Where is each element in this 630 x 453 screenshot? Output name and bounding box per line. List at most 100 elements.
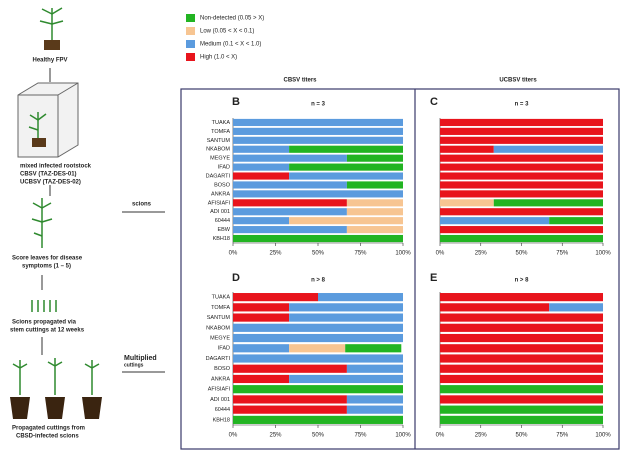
bar-segment bbox=[233, 145, 290, 153]
bar-segment bbox=[346, 395, 403, 404]
bar-segment bbox=[233, 395, 347, 404]
y-tick-label: TOMFA bbox=[211, 129, 230, 135]
bar-segment bbox=[346, 208, 403, 216]
x-tick-label: 25% bbox=[475, 433, 488, 439]
bar-segment bbox=[346, 154, 403, 162]
x-tick-label: 50% bbox=[312, 251, 325, 257]
x-tick-label: 0% bbox=[229, 433, 238, 439]
x-tick-label: 100% bbox=[395, 251, 411, 257]
legend-label: High (1.0 < X) bbox=[200, 55, 237, 61]
x-tick-label: 25% bbox=[475, 251, 488, 257]
x-tick-label: 0% bbox=[229, 251, 238, 257]
y-tick-label: IFAD bbox=[218, 165, 230, 171]
bar-segment bbox=[440, 364, 603, 373]
legend-label: Medium (0.1 < X < 1.0) bbox=[200, 42, 261, 48]
bar-segment bbox=[440, 127, 603, 135]
y-tick-label: TUAKA bbox=[212, 295, 231, 301]
diagram-label: scions bbox=[132, 202, 152, 208]
bar-segment bbox=[233, 163, 290, 171]
y-tick-label: SANTUM bbox=[207, 138, 231, 144]
panel-frame bbox=[180, 88, 620, 450]
bar-segment bbox=[549, 217, 603, 225]
column-header: UCBSV titers bbox=[499, 78, 537, 84]
y-tick-label: IFAD bbox=[218, 346, 230, 352]
y-tick-label: AFISIAFI bbox=[208, 200, 231, 206]
bar-segment bbox=[440, 136, 603, 144]
x-tick-label: 25% bbox=[269, 251, 282, 257]
x-tick-label: 100% bbox=[595, 251, 611, 257]
legend-label: Low (0.05 < X < 0.1) bbox=[200, 29, 254, 35]
bar-segment bbox=[440, 415, 603, 424]
y-tick-label: NKABOM bbox=[206, 147, 230, 153]
bar-segment bbox=[440, 354, 603, 363]
bar-segment bbox=[346, 364, 403, 373]
y-tick-label: TOMFA bbox=[211, 305, 230, 311]
y-tick-label: KBH18 bbox=[213, 236, 230, 242]
bar-segment bbox=[233, 208, 347, 216]
bar-segment bbox=[233, 313, 290, 322]
bar-segment bbox=[440, 234, 603, 243]
x-tick-label: 50% bbox=[515, 433, 528, 439]
bar-segment bbox=[440, 395, 603, 404]
bar-segment bbox=[440, 226, 603, 234]
bar-segment bbox=[233, 199, 347, 207]
y-tick-label: ADI 001 bbox=[210, 209, 230, 215]
legend-label: Non-detected (0.05 > X) bbox=[200, 16, 264, 22]
y-tick-label: MEGYE bbox=[210, 335, 230, 341]
diagram-label: Multiplied bbox=[124, 355, 157, 362]
bar-segment bbox=[440, 405, 603, 414]
y-tick-label: NKABOM bbox=[206, 325, 230, 331]
y-tick-label: KBH18 bbox=[213, 417, 230, 423]
x-tick-label: 75% bbox=[354, 433, 367, 439]
bar-segment bbox=[233, 323, 403, 332]
bar-segment bbox=[233, 415, 403, 424]
x-tick-label: 75% bbox=[354, 251, 367, 257]
n-label: n = 3 bbox=[311, 102, 326, 108]
diagram-label: mixed infected rootstock bbox=[20, 164, 92, 170]
n-label: n = 3 bbox=[515, 102, 530, 108]
diagram-label: cuttings bbox=[124, 362, 144, 368]
x-tick-label: 100% bbox=[595, 433, 611, 439]
bar-segment bbox=[289, 172, 403, 180]
diagram-label: Scions propagated via bbox=[12, 320, 77, 326]
bar-segment bbox=[549, 303, 603, 312]
bar-segment bbox=[233, 118, 403, 127]
y-tick-label: DAGARTI bbox=[206, 356, 231, 362]
bar-segment bbox=[233, 190, 403, 198]
bar-segment bbox=[233, 234, 403, 243]
bar-segment bbox=[233, 364, 347, 373]
bar-segment bbox=[233, 136, 403, 144]
legend-swatch bbox=[186, 53, 195, 61]
bar-segment bbox=[233, 127, 403, 135]
bar-segment bbox=[346, 181, 403, 189]
diagram-label: CBSD-infected scions bbox=[16, 434, 79, 440]
x-tick-label: 100% bbox=[395, 433, 411, 439]
bar-segment bbox=[440, 172, 603, 180]
bar-segment bbox=[440, 163, 603, 171]
bar-segment bbox=[346, 199, 403, 207]
bar-segment bbox=[233, 226, 347, 234]
bar-segment bbox=[346, 226, 403, 234]
x-tick-label: 75% bbox=[556, 433, 569, 439]
bar-segment bbox=[233, 217, 290, 225]
bar-segment bbox=[289, 163, 403, 171]
bar-segment bbox=[440, 118, 603, 127]
bar-segment bbox=[233, 303, 290, 312]
bar-segment bbox=[233, 354, 403, 363]
bar-segment bbox=[440, 374, 603, 384]
bar-segment bbox=[289, 303, 403, 312]
bar-segment bbox=[233, 385, 403, 394]
bar-segment bbox=[493, 199, 603, 207]
bar-segment bbox=[233, 374, 290, 384]
y-tick-label: ANKRA bbox=[211, 191, 230, 197]
bar-segment bbox=[440, 323, 603, 332]
y-tick-label: EBW bbox=[217, 227, 230, 233]
diagram-label: UCBSV (TAZ-DES-02) bbox=[20, 180, 81, 186]
y-tick-label: ADI 001 bbox=[210, 397, 230, 403]
bar-segment bbox=[233, 333, 403, 343]
bar-segment bbox=[440, 181, 603, 189]
bar-segment bbox=[440, 190, 603, 198]
bar-segment bbox=[440, 199, 494, 207]
x-tick-label: 0% bbox=[436, 433, 445, 439]
